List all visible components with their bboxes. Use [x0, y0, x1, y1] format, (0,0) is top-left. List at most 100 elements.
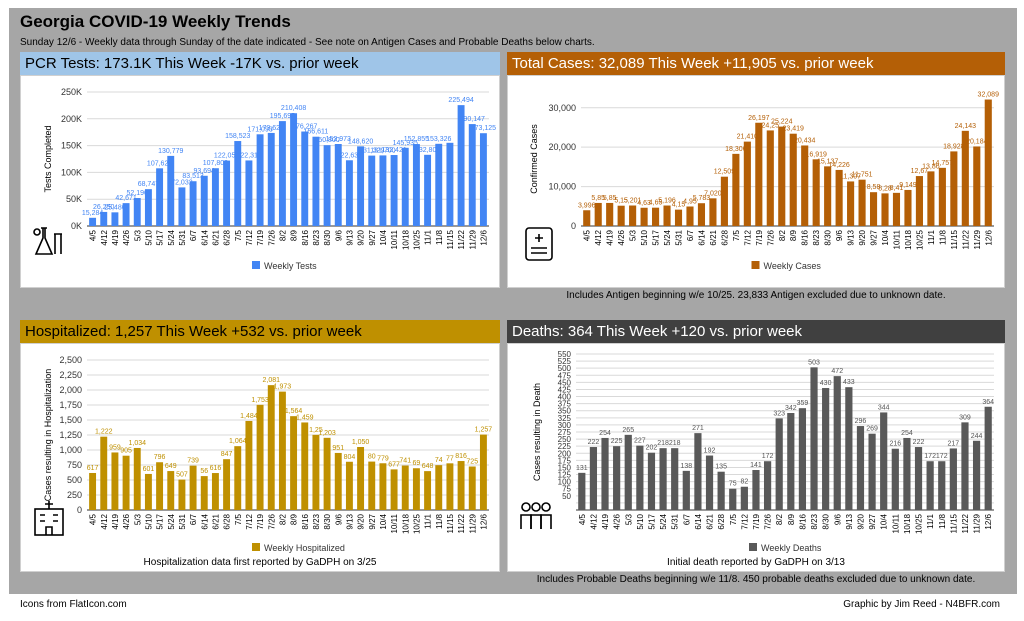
y-tick-label: 1,500 — [59, 415, 82, 425]
data-label: 816 — [455, 453, 467, 460]
data-label: 173,125 — [471, 125, 496, 132]
x-tick-label: 7/26 — [267, 513, 276, 529]
x-tick-label: 8/30 — [323, 229, 332, 245]
x-tick-label: 5/24 — [167, 229, 176, 245]
x-tick-label: 5/3 — [133, 229, 142, 241]
bar-10/11 — [892, 192, 901, 226]
x-tick-label: 11/29 — [973, 229, 982, 249]
bar-8/2 — [278, 391, 286, 510]
data-label: 1,973 — [274, 384, 292, 391]
x-tick-label: 7/19 — [256, 229, 265, 245]
data-label: 216 — [889, 441, 901, 448]
x-tick-label: 8/9 — [290, 513, 299, 525]
x-tick-label: 11/22 — [961, 513, 970, 533]
y-tick-label: 30,000 — [548, 103, 576, 113]
data-label: 23,419 — [783, 126, 805, 133]
bar-6/7 — [189, 181, 197, 226]
data-label: 1,203 — [318, 430, 336, 437]
data-label: 107,808 — [203, 160, 228, 167]
data-label: 15,137 — [817, 158, 839, 165]
x-tick-label: 10/18 — [904, 229, 913, 250]
data-label: 32,089 — [978, 92, 1000, 99]
bar-11/1 — [927, 171, 935, 226]
x-tick-label: 6/28 — [720, 229, 729, 245]
bar-11/29 — [973, 146, 981, 226]
y-tick-label: 250 — [558, 435, 572, 444]
y-tick-label: 100K — [61, 167, 82, 177]
bar-4/19 — [111, 452, 119, 510]
data-label: 1,25 — [309, 427, 323, 434]
data-label: 21,410 — [737, 134, 759, 141]
data-label: 12,509 — [714, 169, 736, 176]
data-label: 254 — [599, 430, 611, 437]
hosp-chart-card: 0 250 500 750 1,000 1,250 1,500 1,750 2,000 2,250… — [20, 343, 500, 572]
hosp-note: Hospitalization data first reported by G… — [143, 557, 377, 568]
bar-9/13 — [845, 387, 853, 510]
x-tick-label: 9/27 — [368, 513, 377, 529]
data-label: 9,149 — [899, 182, 917, 189]
x-tick-label: 5/10 — [144, 513, 153, 529]
bar-11/15 — [446, 463, 454, 510]
legend-label: Weekly Deaths — [761, 543, 822, 553]
bar-11/15 — [446, 142, 454, 226]
bar-6/28 — [717, 471, 725, 510]
x-tick-label: 11/8 — [938, 513, 947, 529]
data-label: 42,671 — [115, 195, 137, 202]
x-tick-label: 7/26 — [267, 229, 276, 245]
bar-5/24 — [167, 155, 175, 226]
x-tick-label: 6/28 — [717, 513, 726, 529]
page-title: Georgia COVID-19 Weekly Trends — [20, 12, 291, 31]
y-axis-label: Tests Completed — [43, 125, 53, 192]
x-tick-label: 8/2 — [778, 229, 787, 241]
x-tick-label: 8/2 — [775, 513, 784, 525]
cases-banner: Total Cases: 32,089 This Week +11,905 vs… — [507, 52, 1005, 75]
x-tick-label: 5/17 — [156, 229, 165, 245]
x-tick-label: 9/20 — [357, 513, 366, 529]
data-label: 1,257 — [475, 427, 493, 434]
data-label: 74 — [435, 457, 443, 464]
bar-10/4 — [881, 193, 889, 226]
data-label: 77 — [446, 455, 454, 462]
x-tick-label: 9/20 — [357, 229, 366, 245]
data-label: 176,267 — [292, 124, 317, 131]
data-label: 153,326 — [426, 136, 451, 143]
x-tick-label: 5/31 — [178, 229, 187, 245]
x-tick-label: 10/18 — [401, 513, 410, 534]
x-tick-label: 10/25 — [915, 229, 924, 250]
data-label: 265 — [622, 427, 634, 434]
x-tick-label: 10/11 — [891, 513, 900, 533]
x-tick-label: 9/20 — [858, 229, 867, 245]
x-tick-label: 10/11 — [390, 513, 399, 533]
bar-11/1 — [424, 154, 432, 226]
bar-10/25 — [915, 176, 923, 226]
x-tick-label: 8/9 — [787, 513, 796, 525]
y-tick-label: 350 — [558, 407, 572, 416]
data-label: 254 — [901, 430, 913, 437]
y-tick-label: 100 — [558, 478, 572, 487]
data-label: 4,95 — [683, 198, 697, 205]
y-tick-label: 50 — [562, 492, 571, 501]
x-tick-label: 12/6 — [984, 229, 993, 245]
data-label: 3,996 — [578, 202, 596, 209]
data-label: 131,329 — [359, 148, 384, 155]
data-label: 323 — [773, 410, 785, 417]
x-tick-label: 8/16 — [798, 513, 807, 529]
x-tick-label: 10/11 — [892, 229, 901, 249]
data-label: 725 — [466, 459, 478, 466]
y-tick-label: 250K — [61, 87, 82, 97]
bar-4/12 — [594, 202, 602, 226]
x-tick-label: 5/31 — [178, 513, 187, 529]
bar-8/9 — [290, 416, 298, 510]
legend-swatch — [749, 543, 757, 551]
legend-label: Weekly Hospitalized — [264, 543, 345, 553]
x-tick-label: 6/28 — [223, 229, 232, 245]
data-label: 210,408 — [281, 105, 306, 112]
x-tick-label: 10/4 — [379, 229, 388, 245]
bar-6/14 — [200, 175, 208, 226]
bar-9/6 — [833, 376, 841, 510]
x-tick-label: 7/5 — [234, 513, 243, 525]
x-tick-label: 4/19 — [111, 513, 120, 529]
y-tick-label: 2,500 — [59, 355, 82, 365]
data-label: 107,628 — [147, 160, 172, 167]
data-label: 26,250 — [93, 204, 115, 211]
